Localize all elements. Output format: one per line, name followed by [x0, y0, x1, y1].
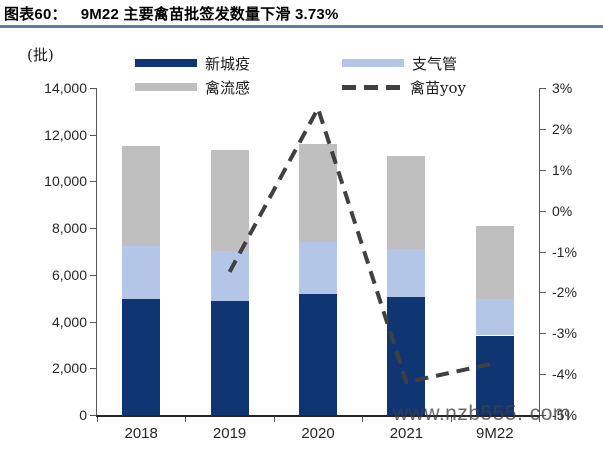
right-axis-tick-label: -3% — [552, 325, 577, 342]
right-axis-tick-label: -1% — [552, 243, 577, 260]
figure-label: 图表60： — [4, 6, 67, 23]
legend-item: 新城疫 — [135, 54, 342, 73]
right-axis-tick-label: -4% — [552, 366, 577, 383]
left-axis-tick — [90, 134, 96, 136]
right-axis-tick-label: -5% — [552, 407, 577, 423]
left-axis-tick-label: 6,000 — [51, 266, 87, 283]
x-axis-label: 2019 — [212, 425, 247, 442]
bar-segment — [210, 301, 249, 415]
yoy-line-path — [227, 103, 496, 385]
right-axis-tick — [540, 210, 546, 212]
right-axis-tick — [540, 128, 546, 130]
x-axis-tick — [273, 417, 275, 422]
title-rule — [0, 25, 603, 28]
left-axis-tick-label: 14,000 — [44, 80, 87, 96]
bar-segment — [210, 251, 249, 301]
right-axis-line — [539, 88, 540, 415]
legend-color-swatch — [342, 59, 404, 67]
left-axis-tick-label: 8,000 — [51, 220, 87, 237]
left-axis-tick — [90, 181, 96, 183]
yoy-line — [227, 103, 496, 385]
bar-segment — [387, 297, 426, 415]
plot-area: 14,000 12,000 10,000 8,000 6,000 4,000 2,000 0 3… — [44, 80, 577, 442]
legend-color-swatch — [135, 83, 197, 91]
legend-item: 支气管 — [342, 54, 466, 73]
legend-item: 禽苗yoy — [342, 78, 466, 97]
left-axis-tick-label: 0 — [79, 407, 87, 423]
x-axis-label: 2018 — [124, 425, 158, 442]
x-axis-label: 2020 — [301, 425, 335, 442]
legend-label: 新城疫 — [205, 54, 251, 73]
legend-item: 禽流感 — [135, 78, 342, 97]
x-axis-line — [96, 415, 540, 417]
left-axis-line — [96, 88, 97, 415]
bar-segment — [475, 225, 514, 300]
bar-segment — [122, 246, 161, 300]
left-axis-tick — [90, 274, 96, 276]
x-axis-tick — [362, 417, 364, 422]
watermark: www.nzb555. com — [393, 402, 571, 425]
left-axis-tick — [90, 88, 96, 89]
bar-segment — [210, 149, 249, 251]
x-axis-tick — [450, 417, 452, 422]
left-axis-tick-label: 4,000 — [51, 313, 87, 330]
bar-segment — [475, 335, 514, 415]
bar-segment — [122, 146, 161, 247]
right-axis-tick — [540, 333, 546, 335]
left-axis-tick — [90, 228, 96, 230]
bar-segment — [387, 156, 426, 250]
x-axis-label: 9M22 — [476, 425, 514, 442]
x-axis-tick — [185, 417, 187, 422]
right-axis-tick — [540, 374, 546, 376]
right-axis-tick — [540, 415, 546, 416]
bar-segment — [387, 249, 426, 298]
right-axis-tick-label: 3% — [552, 80, 573, 96]
left-axis-tick-label: 12,000 — [44, 126, 87, 143]
bar-segment — [122, 299, 161, 415]
x-axis-tick — [539, 417, 540, 422]
right-axis-tick-label: 0% — [552, 202, 573, 219]
figure-title-text: 9M22 主要禽苗批签发数量下滑 3.73% — [80, 6, 339, 23]
left-axis-tick-label: 10,000 — [44, 173, 87, 190]
right-axis-tick-label: 1% — [552, 161, 573, 178]
figure-title: 图表60： 9M22 主要禽苗批签发数量下滑 3.73% — [4, 3, 338, 24]
left-axis-tick-label: 2,000 — [51, 360, 87, 377]
bar-segment — [475, 299, 514, 336]
legend-color-swatch — [135, 59, 197, 67]
left-axis-tick — [90, 415, 96, 416]
bar-segment — [299, 242, 337, 295]
right-axis-tick — [540, 88, 546, 89]
x-axis-label: 2021 — [389, 425, 424, 442]
right-axis-tick — [540, 251, 546, 253]
right-axis-tick-label: -2% — [552, 284, 577, 301]
legend-dash-swatch — [342, 84, 402, 90]
legend-label: 禽苗yoy — [410, 78, 466, 97]
right-axis-tick — [540, 292, 546, 294]
bar-segment — [299, 144, 337, 243]
right-axis-tick — [540, 169, 546, 171]
axis-unit-label: (批) — [27, 46, 54, 64]
right-axis-tick-label: 2% — [552, 120, 573, 137]
bar-segment — [299, 294, 337, 415]
legend-label: 禽流感 — [205, 78, 251, 97]
left-axis-tick — [90, 368, 96, 370]
legend: 新城疫 支气管禽流感 禽苗yoy — [135, 54, 466, 97]
left-axis-tick — [90, 321, 96, 323]
x-axis-tick — [97, 417, 98, 422]
legend-label: 支气管 — [412, 54, 458, 73]
